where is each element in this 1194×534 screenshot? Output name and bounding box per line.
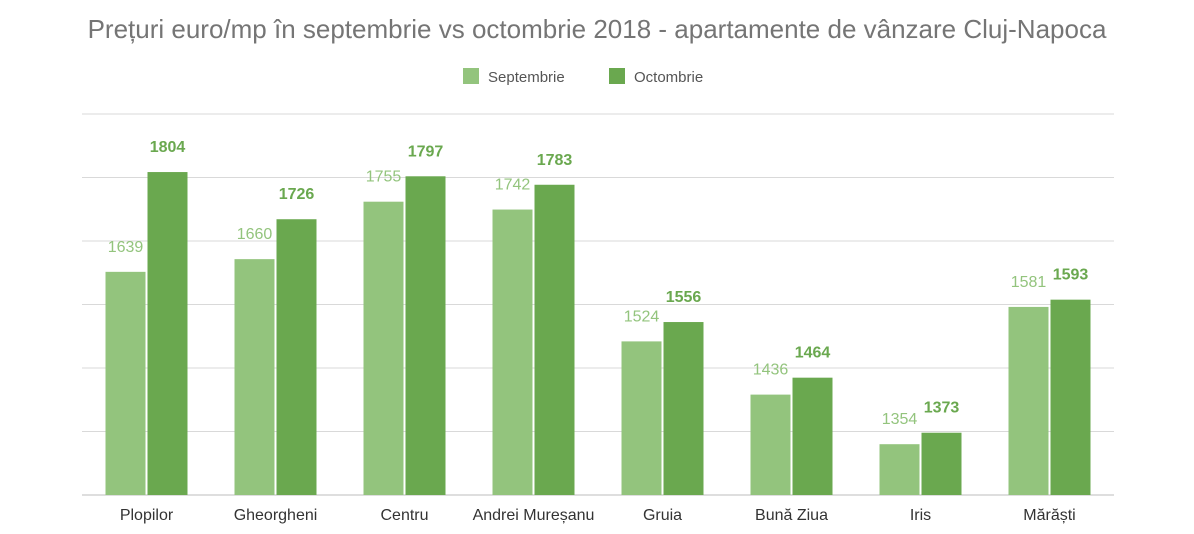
data-label: 1354 — [882, 411, 918, 428]
x-tick-label: Bună Ziua — [755, 507, 828, 524]
x-tick-label: Mărăști — [1023, 507, 1075, 524]
bar-octombrie — [405, 176, 446, 496]
data-label: 1581 — [1011, 274, 1047, 291]
x-tick-label: Centru — [380, 507, 428, 524]
x-tick-label: Plopilor — [120, 507, 174, 524]
bar-septembrie — [1008, 306, 1049, 495]
bar-octombrie — [534, 184, 575, 495]
bar-octombrie — [147, 172, 188, 496]
data-label: 1556 — [666, 289, 702, 306]
x-axis-ticks: Plopilor Gheorgheni Centru Andrei Mureșanu G… — [120, 507, 1076, 524]
x-tick-label: Andrei Mureșanu — [473, 507, 595, 524]
data-label: 1436 — [753, 362, 789, 379]
bar-septembrie — [879, 444, 920, 495]
data-label: 1804 — [150, 139, 186, 156]
bar-septembrie — [363, 201, 404, 495]
bar-septembrie — [750, 394, 791, 495]
data-label: 1660 — [237, 226, 273, 243]
chart-title: Prețuri euro/mp în septembrie vs octombr… — [87, 14, 1107, 44]
data-label: 1726 — [279, 186, 315, 203]
data-label: 1373 — [924, 400, 960, 417]
legend-label: Octombrie — [634, 69, 703, 86]
legend-swatch — [609, 68, 625, 84]
bar-octombrie — [1050, 299, 1091, 495]
data-label: 1464 — [795, 345, 831, 362]
data-label: 1593 — [1053, 267, 1089, 284]
bar-octombrie — [276, 219, 317, 495]
bar-septembrie — [492, 209, 533, 496]
x-tick-label: Gruia — [643, 507, 682, 524]
data-label: 1524 — [624, 308, 660, 325]
data-label: 1742 — [495, 177, 531, 194]
data-label: 1797 — [408, 143, 444, 160]
x-tick-label: Iris — [910, 507, 931, 524]
legend-swatch — [463, 68, 479, 84]
data-labels: 1639 1804 1660 1726 1755 1797 1742 1783 1524 1556… — [108, 139, 1089, 428]
bars — [105, 172, 1091, 496]
bar-septembrie — [105, 271, 146, 495]
data-label: 1755 — [366, 169, 402, 186]
legend-label: Septembrie — [488, 69, 565, 86]
data-label: 1639 — [108, 239, 144, 256]
bar-octombrie — [663, 322, 704, 495]
data-label: 1783 — [537, 152, 573, 169]
bar-septembrie — [621, 341, 662, 495]
bar-octombrie — [792, 377, 833, 495]
x-tick-label: Gheorgheni — [234, 507, 318, 524]
legend: Septembrie Octombrie — [463, 68, 703, 86]
bar-octombrie — [921, 432, 962, 495]
bar-septembrie — [234, 259, 275, 495]
